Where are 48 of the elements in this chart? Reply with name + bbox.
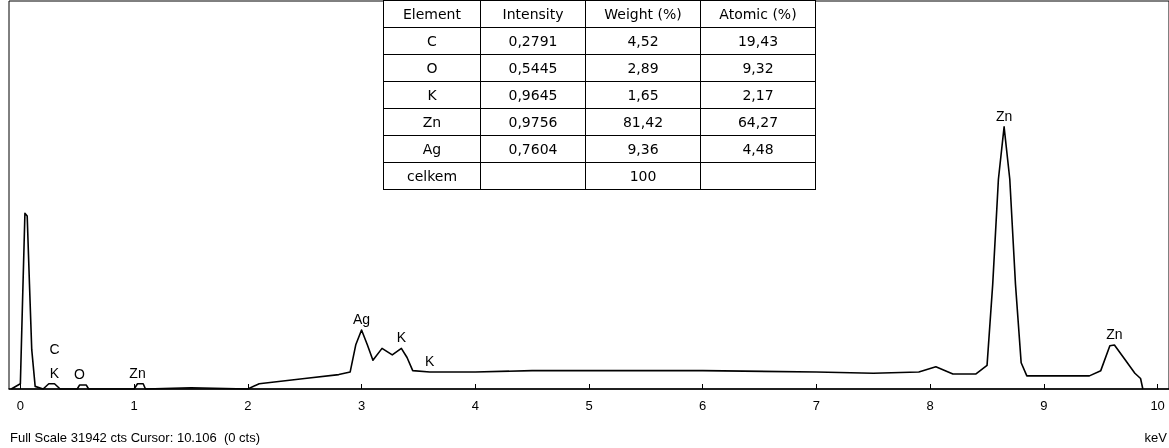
annotation: 100 (585, 162, 701, 190)
annotation: O (74, 366, 86, 383)
annotation: C (49, 340, 60, 357)
x-tick-label: 1 (130, 398, 138, 413)
x-tick-label: 7 (812, 398, 821, 413)
annotation: K (49, 364, 60, 381)
annotation: Zn (1106, 325, 1123, 342)
x-tick-label: 9 (1040, 398, 1048, 413)
x-tick-label: 0 (16, 398, 24, 413)
annotation: Zn (129, 364, 146, 381)
x-tick-label: 8 (926, 398, 934, 413)
text: 2,89 (585, 54, 701, 82)
text: O (383, 54, 481, 82)
text: K (383, 81, 481, 109)
annotation: 64,27 (700, 108, 816, 136)
category-label: Weight (%) (585, 0, 701, 28)
text: 2,17 (700, 81, 816, 109)
annotation: 0,7604 (480, 135, 586, 163)
annotation: Zn (383, 108, 481, 136)
text: 1,65 (585, 81, 701, 109)
text: Full Scale 31942 cts Cursor: 10.106 (0 cts) (10, 430, 261, 445)
annotation: K (425, 352, 436, 369)
text: 0,2791 (480, 27, 586, 55)
x-tick-label: 5 (585, 398, 593, 413)
annotation: Ag (352, 311, 371, 328)
text: 9,32 (700, 54, 816, 82)
annotation: Ag (383, 135, 481, 163)
x-tick-label: 10 (1150, 398, 1165, 413)
x-axis-title: keV (1144, 430, 1168, 445)
annotation: celkem (383, 162, 481, 190)
category-label: Element (383, 0, 481, 28)
x-tick-label: 3 (357, 398, 366, 413)
annotation: 0,9756 (480, 108, 586, 136)
annotation: K (396, 329, 407, 346)
category-label: Atomic (%) (700, 0, 816, 28)
x-tick-label: 4 (471, 398, 479, 413)
annotation: 9,36 (585, 135, 701, 163)
text: 4,52 (585, 27, 701, 55)
x-tick-label: 6 (699, 398, 707, 413)
text: 19,43 (700, 27, 816, 55)
text: C (383, 27, 481, 55)
text: 0,9645 (480, 81, 586, 109)
category-label: Intensity (480, 0, 586, 28)
text: 0,5445 (480, 54, 586, 82)
annotation: Zn (995, 107, 1013, 124)
annotation: 81,42 (585, 108, 701, 136)
annotation: 4,48 (700, 135, 816, 163)
x-tick-label: 2 (244, 398, 252, 413)
